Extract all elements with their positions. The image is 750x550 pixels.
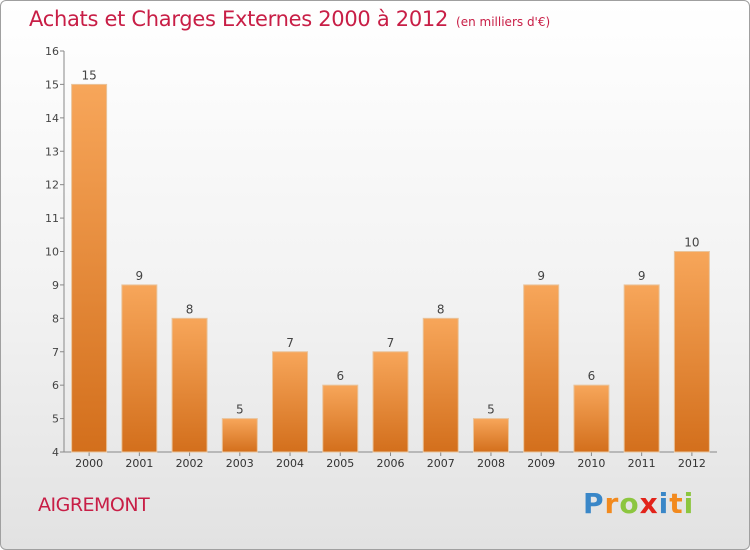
x-tick-label: 2012	[678, 457, 706, 470]
bar-2012	[673, 251, 710, 453]
y-tick-label: 12	[45, 179, 59, 192]
chart-subtitle: (en milliers d'€)	[456, 15, 551, 29]
x-tick-label: 2005	[326, 457, 354, 470]
value-label-2011: 9	[638, 269, 646, 283]
value-label-2006: 7	[387, 336, 395, 350]
value-label-2012: 10	[684, 236, 699, 250]
value-label-2005: 6	[336, 369, 344, 383]
bars	[71, 83, 710, 453]
brand-logo: Proxiti	[583, 487, 694, 520]
bar-2010	[573, 384, 610, 453]
y-tick-label: 10	[45, 246, 59, 259]
x-tick-label: 2007	[427, 457, 455, 470]
brand-letter: o	[619, 487, 640, 520]
y-tick-label: 14	[45, 112, 59, 125]
bar-2011	[623, 284, 660, 453]
value-label-2010: 6	[588, 369, 596, 383]
bar-2007	[422, 317, 459, 453]
y-tick-label: 6	[52, 379, 59, 392]
value-label-2000: 15	[81, 68, 96, 82]
brand-letter: P	[583, 487, 605, 520]
value-label-2002: 8	[186, 302, 194, 316]
y-tick-label: 5	[52, 413, 59, 426]
brand-letter: i	[658, 487, 670, 520]
y-tick-label: 13	[45, 145, 59, 158]
y-tick-label: 16	[45, 45, 59, 58]
value-label-2008: 5	[487, 403, 495, 417]
bar-2001	[121, 284, 158, 453]
bar-2006	[372, 351, 409, 453]
x-tick-label: 2010	[577, 457, 605, 470]
location-name: AIGREMONT	[38, 494, 150, 516]
x-tick-label: 2006	[377, 457, 405, 470]
brand-letter: r	[604, 487, 620, 520]
bar-2004	[272, 351, 309, 453]
value-label-2007: 8	[437, 302, 445, 316]
bar-2005	[322, 384, 359, 453]
bar-2003	[221, 418, 258, 453]
y-tick-label: 11	[45, 212, 59, 225]
bar-2008	[472, 418, 509, 453]
y-tick-label: 4	[52, 446, 59, 459]
brand-letter: t	[669, 487, 684, 520]
y-tick-label: 8	[52, 312, 59, 325]
bar-2009	[523, 284, 560, 453]
chart-title: Achats et Charges Externes 2000 à 2012 (e…	[29, 7, 550, 31]
x-tick-label: 2003	[226, 457, 254, 470]
value-label-2003: 5	[236, 403, 244, 417]
bar-2002	[171, 317, 208, 453]
brand-letter: x	[639, 487, 659, 520]
value-label-2009: 9	[537, 269, 545, 283]
value-label-2004: 7	[286, 336, 294, 350]
y-tick-label: 9	[52, 279, 59, 292]
x-tick-label: 2001	[125, 457, 153, 470]
x-tick-label: 2004	[276, 457, 304, 470]
value-label-2001: 9	[136, 269, 144, 283]
bar-2000	[71, 83, 108, 453]
chart-title-text: Achats et Charges Externes 2000 à 2012	[29, 7, 449, 31]
brand-letter: i	[683, 487, 695, 520]
x-tick-label: 2009	[527, 457, 555, 470]
y-tick-label: 15	[45, 78, 59, 91]
x-tick-label: 2000	[75, 457, 103, 470]
x-tick-label: 2002	[176, 457, 204, 470]
x-tick-label: 2008	[477, 457, 505, 470]
y-tick-label: 7	[52, 346, 59, 359]
x-tick-label: 2011	[628, 457, 656, 470]
value-labels: 15 9 8 5 7 6 7 8 5 9 6 9 10	[81, 68, 699, 416]
